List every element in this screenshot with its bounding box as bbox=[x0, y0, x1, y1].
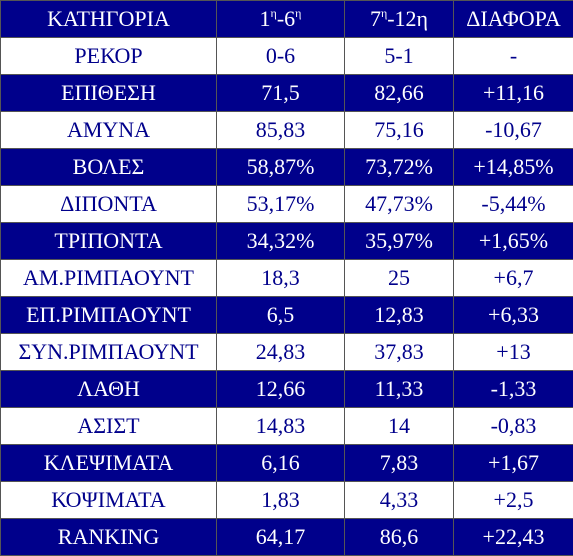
value-cell: 11,33 bbox=[345, 371, 454, 408]
value-cell: 75,16 bbox=[345, 112, 454, 149]
value-cell: - bbox=[454, 38, 573, 75]
category-cell: ΚΟΨΙΜΑΤΑ bbox=[1, 482, 217, 519]
value-cell: -1,33 bbox=[454, 371, 573, 408]
value-cell: 73,72% bbox=[345, 149, 454, 186]
value-cell: 4,33 bbox=[345, 482, 454, 519]
value-cell: 34,32% bbox=[217, 223, 345, 260]
value-cell: 6,5 bbox=[217, 297, 345, 334]
category-cell: ΤΡΙΠΟΝΤΑ bbox=[1, 223, 217, 260]
header-cell: ΔΙΑΦΟΡΑ bbox=[454, 1, 573, 38]
category-cell: ΡΕΚΟΡ bbox=[1, 38, 217, 75]
category-cell: ΣΥΝ.ΡΙΜΠΑΟΥΝΤ bbox=[1, 334, 217, 371]
header-cell: 7η-12η bbox=[345, 1, 454, 38]
value-cell: 5-1 bbox=[345, 38, 454, 75]
value-cell: 53,17% bbox=[217, 186, 345, 223]
header-text: -12η bbox=[387, 6, 428, 31]
header-cell: 1η-6η bbox=[217, 1, 345, 38]
value-cell: 25 bbox=[345, 260, 454, 297]
value-cell: 35,97% bbox=[345, 223, 454, 260]
category-cell: ΛΑΘΗ bbox=[1, 371, 217, 408]
value-cell: +1,65% bbox=[454, 223, 573, 260]
category-cell: ΒΟΛΕΣ bbox=[1, 149, 217, 186]
header-text: η bbox=[295, 6, 301, 20]
value-cell: 37,83 bbox=[345, 334, 454, 371]
value-cell: 82,66 bbox=[345, 75, 454, 112]
value-cell: +14,85% bbox=[454, 149, 573, 186]
category-cell: ΑΣΙΣΤ bbox=[1, 408, 217, 445]
category-cell: ΑΜΥΝΑ bbox=[1, 112, 217, 149]
value-cell: 85,83 bbox=[217, 112, 345, 149]
category-cell: ΕΠ.ΡΙΜΠΑΟΥΝΤ bbox=[1, 297, 217, 334]
value-cell: 0-6 bbox=[217, 38, 345, 75]
value-cell: +22,43 bbox=[454, 519, 573, 556]
category-cell: ΔΙΠΟΝΤΑ bbox=[1, 186, 217, 223]
value-cell: 71,5 bbox=[217, 75, 345, 112]
value-cell: +6,7 bbox=[454, 260, 573, 297]
value-cell: -10,67 bbox=[454, 112, 573, 149]
value-cell: 64,17 bbox=[217, 519, 345, 556]
value-cell: +2,5 bbox=[454, 482, 573, 519]
value-cell: 58,87% bbox=[217, 149, 345, 186]
header-cell: ΚΑΤΗΓΟΡΙΑ bbox=[1, 1, 217, 38]
header-text: -6 bbox=[277, 6, 295, 31]
value-cell: 86,6 bbox=[345, 519, 454, 556]
value-cell: 12,83 bbox=[345, 297, 454, 334]
header-text: 1 bbox=[260, 6, 271, 31]
category-cell: ΕΠΙΘΕΣΗ bbox=[1, 75, 217, 112]
value-cell: +6,33 bbox=[454, 297, 573, 334]
value-cell: 18,3 bbox=[217, 260, 345, 297]
value-cell: 47,73% bbox=[345, 186, 454, 223]
category-cell: RANKING bbox=[1, 519, 217, 556]
header-text: ΚΑΤΗΓΟΡΙΑ bbox=[47, 6, 170, 31]
value-cell: 12,66 bbox=[217, 371, 345, 408]
value-cell: -5,44% bbox=[454, 186, 573, 223]
value-cell: 7,83 bbox=[345, 445, 454, 482]
value-cell: 14,83 bbox=[217, 408, 345, 445]
value-cell: 6,16 bbox=[217, 445, 345, 482]
value-cell: +13 bbox=[454, 334, 573, 371]
value-cell: +11,16 bbox=[454, 75, 573, 112]
value-cell: 14 bbox=[345, 408, 454, 445]
value-cell: -0,83 bbox=[454, 408, 573, 445]
category-cell: ΚΛΕΨΙΜΑΤΑ bbox=[1, 445, 217, 482]
header-text: 7 bbox=[370, 6, 381, 31]
value-cell: 24,83 bbox=[217, 334, 345, 371]
category-cell: ΑΜ.ΡΙΜΠΑΟΥΝΤ bbox=[1, 260, 217, 297]
header-text: ΔΙΑΦΟΡΑ bbox=[466, 6, 561, 31]
value-cell: +1,67 bbox=[454, 445, 573, 482]
value-cell: 1,83 bbox=[217, 482, 345, 519]
